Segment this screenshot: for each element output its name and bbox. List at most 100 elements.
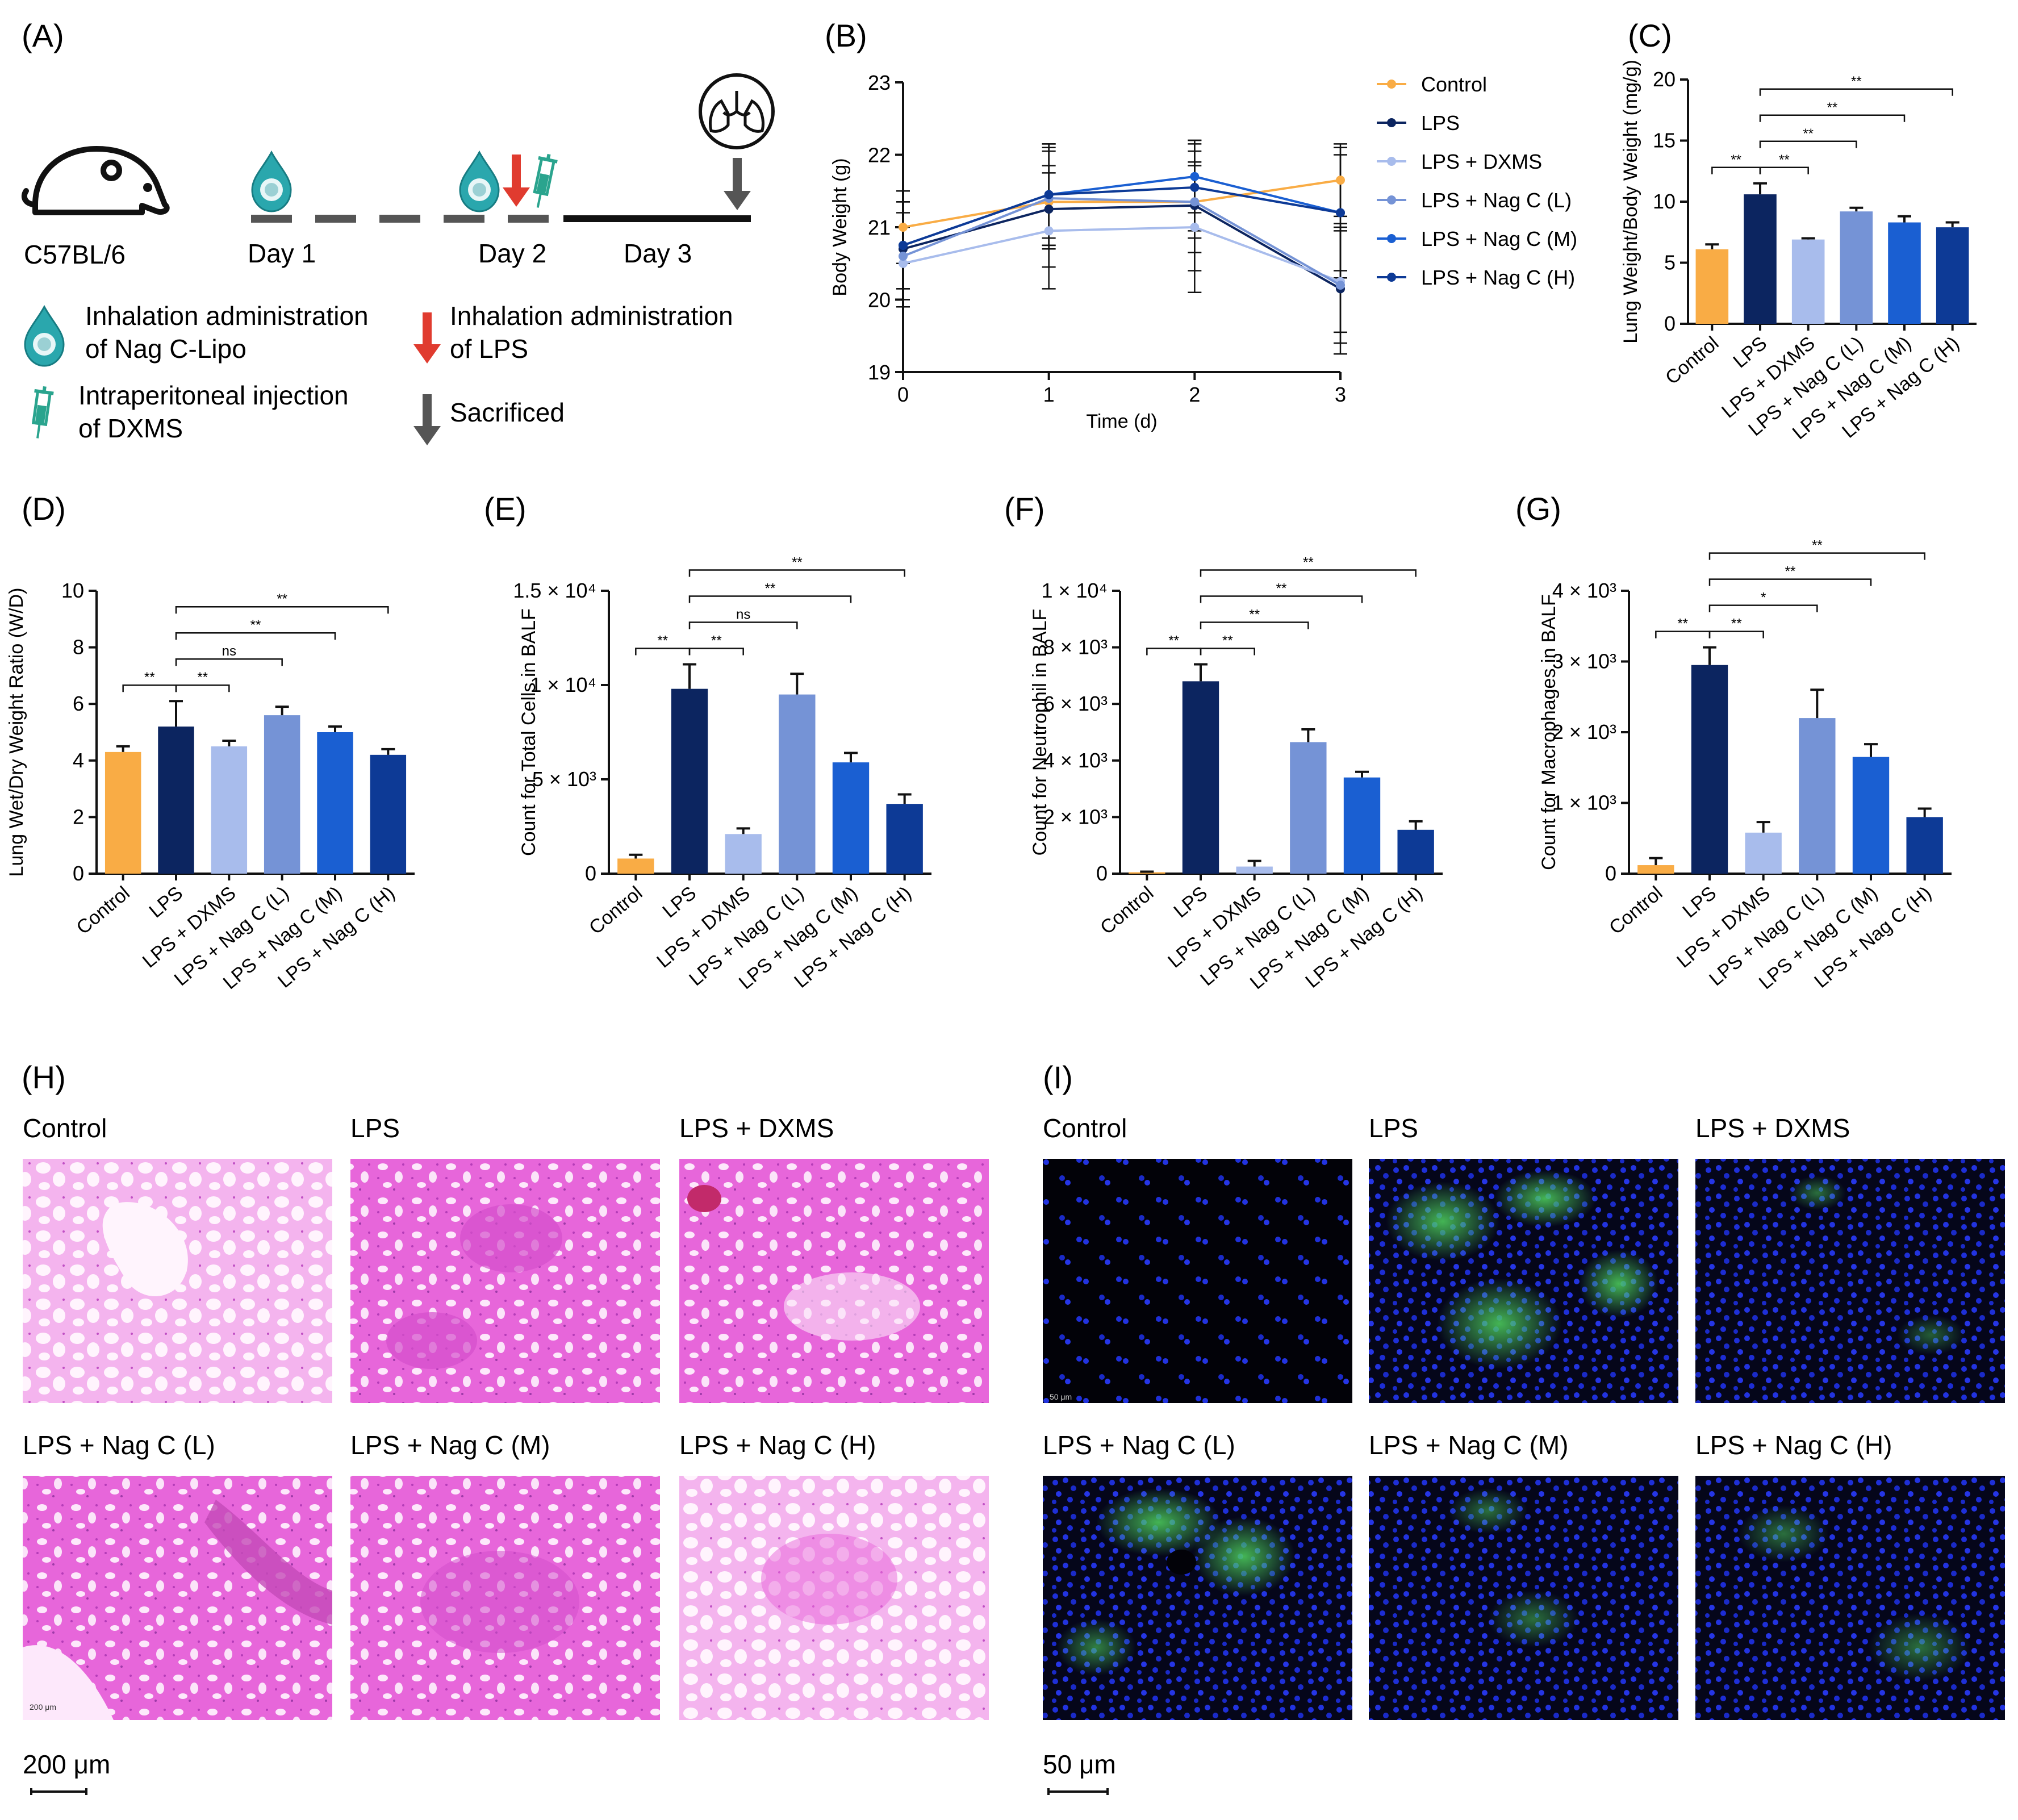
data-point: [899, 223, 908, 232]
he-image-lps-dxms: [679, 1159, 989, 1403]
bar: [264, 715, 300, 874]
legend-label: LPS: [1421, 111, 1460, 135]
red-arrow-icon: [503, 155, 530, 207]
y-tick-label: 0: [1605, 862, 1616, 885]
series-line: [903, 175, 1341, 247]
if-label-nag-h: LPS + Nag C (H): [1695, 1430, 1892, 1460]
legend-marker: [1387, 118, 1396, 127]
bar: [1799, 718, 1836, 874]
panel-f-letter: (F): [1004, 491, 1045, 527]
legend-label: Control: [1421, 73, 1487, 96]
significance-label: **: [1803, 126, 1814, 141]
significance-label: **: [792, 554, 803, 570]
bar: [1637, 865, 1674, 874]
bar: [105, 752, 141, 874]
bar: [1691, 665, 1728, 874]
significance-label: **: [1779, 152, 1790, 168]
legend-nagc-line1: Inhalation administration: [85, 301, 369, 331]
bar: [1888, 222, 1921, 324]
y-axis-title: Count for Macrophages in BALF: [1538, 594, 1560, 870]
y-tick-label: 20: [868, 289, 891, 312]
significance-bracket: [1759, 88, 1953, 96]
he-scale-bar-label: 200 μm: [23, 1750, 110, 1779]
bar: [1936, 227, 1969, 324]
data-point: [1044, 226, 1054, 236]
y-tick-label: 1 × 10³: [1552, 791, 1616, 815]
significance-label: **: [765, 581, 776, 596]
y-tick-label: 4 × 10³: [1043, 749, 1108, 772]
he-image-nag-h: [679, 1476, 989, 1720]
y-tick-label: 5 × 10³: [532, 767, 596, 791]
if-label-lps: LPS: [1369, 1113, 1418, 1143]
significance-label: ns: [736, 607, 750, 622]
legend-lps-line1: Inhalation administration: [450, 301, 733, 331]
significance-bracket: [688, 569, 905, 577]
significance-bracket: [1200, 648, 1255, 656]
data-point: [1336, 281, 1345, 290]
y-axis-title: Count for Total Cells in BALF: [518, 608, 540, 856]
y-tick-label: 10: [1653, 190, 1676, 213]
series-line: [903, 204, 1341, 290]
panel-a-letter: (A): [22, 18, 64, 53]
bar: [886, 804, 923, 874]
x-tick-label: Control: [1096, 882, 1158, 939]
significance-label: **: [144, 670, 155, 685]
legend-nagc-line2: of Nag C-Lipo: [85, 334, 246, 364]
data-point: [899, 258, 908, 268]
mouse-icon: [21, 146, 170, 215]
day1-label: Day 1: [248, 239, 316, 268]
bar: [1129, 872, 1165, 874]
significance-bracket: [1200, 621, 1309, 629]
legend-marker: [1387, 80, 1396, 89]
he-inner-scale-text: 200 μm: [30, 1702, 56, 1712]
significance-label: **: [1276, 581, 1287, 596]
significance-label: **: [1731, 152, 1741, 168]
legend-label: LPS + DXMS: [1421, 150, 1542, 173]
y-axis-title: Lung Wet/Dry Weight Ratio (W/D): [6, 588, 27, 877]
data-point: [1190, 182, 1200, 192]
significance-bracket: [1200, 595, 1363, 603]
significance-bracket: [1708, 631, 1764, 638]
bar: [1182, 681, 1219, 874]
significance-bracket: [1708, 604, 1818, 612]
bar: [1343, 777, 1381, 874]
x-tick-label: LPS: [145, 882, 187, 922]
he-label-nag-h: LPS + Nag C (H): [679, 1430, 876, 1460]
data-point: [1190, 223, 1200, 232]
y-tick-label: 1.5 × 10⁴: [513, 579, 596, 602]
significance-label: **: [1249, 607, 1260, 622]
x-tick-label: Control: [585, 882, 646, 939]
y-axis-title: Lung Weight/Body Weight (mg/g): [1620, 60, 1641, 344]
mouse-strain-label: C57BL/6: [24, 240, 126, 269]
y-tick-label: 6: [73, 692, 84, 715]
gray-arrow-icon: [413, 394, 441, 445]
significance-label: **: [1827, 100, 1838, 115]
significance-label: **: [1785, 564, 1796, 579]
y-tick-label: 4: [73, 749, 84, 772]
day2-label: Day 2: [478, 239, 546, 268]
series-line: [903, 179, 1341, 228]
significance-bracket: [688, 621, 798, 629]
significance-label: **: [1812, 538, 1823, 553]
significance-bracket: [1759, 166, 1809, 174]
significance-bracket: [122, 684, 177, 692]
he-label-lps-dxms: LPS + DXMS: [679, 1113, 834, 1143]
significance-bracket: [1759, 140, 1857, 148]
panel-d-letter: (D): [22, 491, 66, 527]
he-image-nag-l: [23, 1476, 332, 1720]
bar: [1840, 211, 1873, 324]
bar: [211, 746, 248, 874]
bar: [1745, 832, 1782, 874]
bar: [317, 732, 353, 874]
y-tick-label: 3 × 10³: [1552, 650, 1616, 673]
legend-dxms-line1: Intraperitoneal injection: [78, 381, 349, 410]
bar: [158, 727, 194, 874]
bar: [370, 754, 407, 874]
x-tick-label: 1: [1043, 383, 1055, 406]
significance-label: **: [1303, 554, 1314, 570]
significance-bracket: [1711, 166, 1761, 174]
y-tick-label: 5: [1664, 251, 1676, 274]
